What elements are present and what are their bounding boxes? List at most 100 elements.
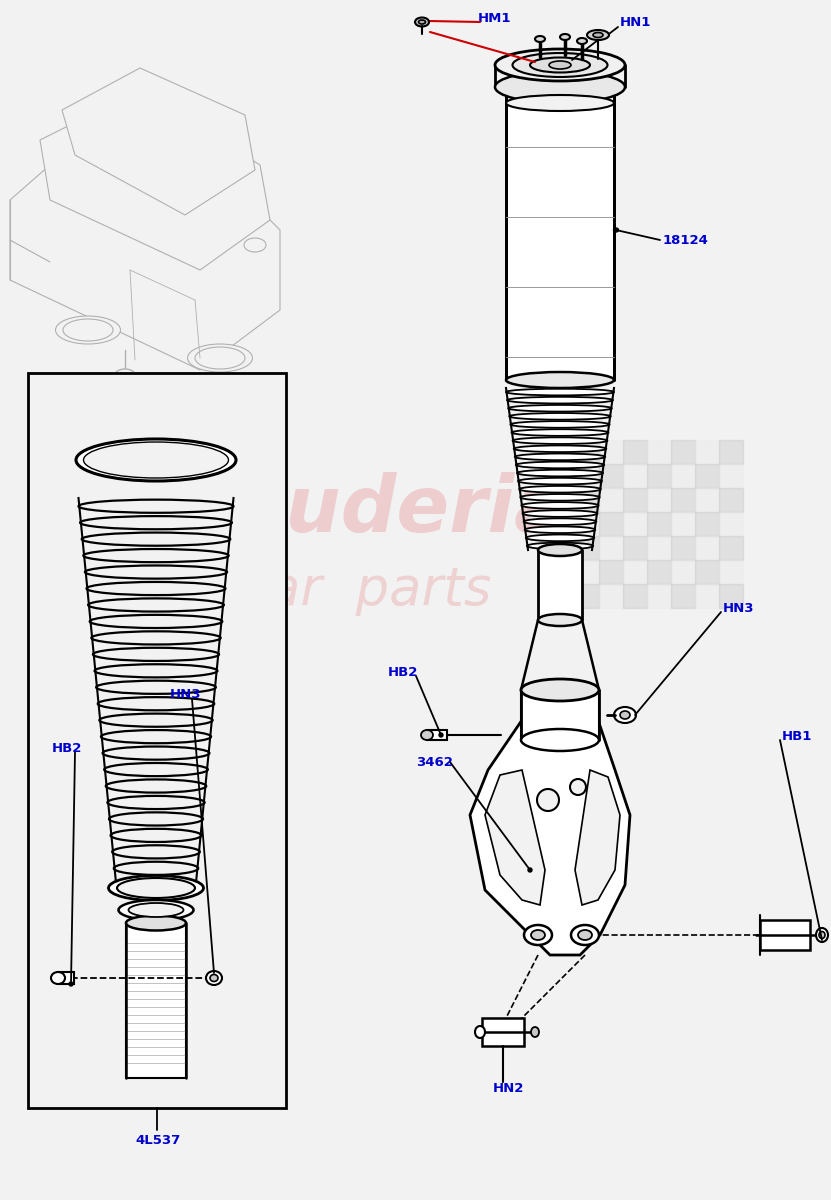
Ellipse shape <box>119 900 194 920</box>
Ellipse shape <box>91 631 221 644</box>
Ellipse shape <box>129 902 184 917</box>
Ellipse shape <box>537 790 559 811</box>
Bar <box>506 86 614 380</box>
Ellipse shape <box>521 728 599 751</box>
Ellipse shape <box>509 404 612 412</box>
Ellipse shape <box>538 614 582 626</box>
Bar <box>671 536 695 560</box>
Bar <box>695 488 719 512</box>
Ellipse shape <box>571 925 599 946</box>
Ellipse shape <box>63 319 113 341</box>
Ellipse shape <box>578 930 592 940</box>
Ellipse shape <box>506 95 614 110</box>
Text: 4L537: 4L537 <box>135 1134 180 1146</box>
Bar <box>695 536 719 560</box>
Ellipse shape <box>439 733 443 737</box>
Text: HM1: HM1 <box>478 12 512 24</box>
Ellipse shape <box>206 971 222 985</box>
Bar <box>695 464 719 488</box>
Text: HB1: HB1 <box>782 730 813 743</box>
Bar <box>599 464 623 488</box>
Ellipse shape <box>513 53 607 77</box>
Text: HN3: HN3 <box>170 689 201 702</box>
Ellipse shape <box>109 876 204 900</box>
Ellipse shape <box>117 390 133 400</box>
Bar <box>599 536 623 560</box>
Ellipse shape <box>614 707 636 722</box>
Ellipse shape <box>593 32 603 37</box>
Bar <box>719 536 743 560</box>
Bar <box>575 488 599 512</box>
Ellipse shape <box>517 469 603 476</box>
Ellipse shape <box>530 58 590 72</box>
Ellipse shape <box>524 527 595 533</box>
Ellipse shape <box>528 868 532 872</box>
Ellipse shape <box>90 614 222 628</box>
Ellipse shape <box>510 421 610 427</box>
Bar <box>671 560 695 584</box>
Bar <box>719 560 743 584</box>
Text: car  parts: car parts <box>238 564 491 616</box>
Ellipse shape <box>495 49 625 80</box>
Ellipse shape <box>419 20 425 24</box>
Ellipse shape <box>95 665 218 677</box>
Bar <box>126 923 186 1078</box>
Ellipse shape <box>531 1027 539 1037</box>
Ellipse shape <box>101 730 211 743</box>
Ellipse shape <box>620 710 630 719</box>
Ellipse shape <box>524 925 552 946</box>
Bar <box>695 560 719 584</box>
Bar <box>623 464 647 488</box>
Bar <box>695 440 719 464</box>
Bar <box>575 464 599 488</box>
Bar <box>599 440 623 464</box>
Bar <box>671 488 695 512</box>
Bar <box>623 536 647 560</box>
Text: HN3: HN3 <box>723 601 755 614</box>
Ellipse shape <box>104 763 208 776</box>
Ellipse shape <box>524 518 597 524</box>
Bar <box>521 690 599 740</box>
Bar <box>647 560 671 584</box>
Ellipse shape <box>519 486 601 492</box>
Ellipse shape <box>69 982 73 986</box>
Bar <box>719 440 743 464</box>
Ellipse shape <box>78 499 234 512</box>
Polygon shape <box>10 130 280 370</box>
Bar <box>760 920 810 950</box>
Bar <box>575 584 599 608</box>
Ellipse shape <box>520 494 600 500</box>
Bar <box>671 464 695 488</box>
Ellipse shape <box>114 862 199 875</box>
Ellipse shape <box>83 442 229 478</box>
Ellipse shape <box>56 316 120 344</box>
Ellipse shape <box>80 516 232 529</box>
Ellipse shape <box>106 780 206 793</box>
Bar <box>575 536 599 560</box>
Bar <box>575 512 599 536</box>
Ellipse shape <box>188 344 253 372</box>
Bar <box>647 440 671 464</box>
Text: HB2: HB2 <box>52 742 82 755</box>
Bar <box>719 584 743 608</box>
Bar <box>427 730 447 740</box>
Ellipse shape <box>527 542 593 550</box>
Ellipse shape <box>577 38 587 44</box>
Bar <box>599 584 623 608</box>
Ellipse shape <box>526 534 594 541</box>
Ellipse shape <box>96 680 216 694</box>
Ellipse shape <box>521 502 598 509</box>
Ellipse shape <box>81 533 230 546</box>
Bar <box>719 488 743 512</box>
Bar <box>623 488 647 512</box>
Polygon shape <box>485 770 545 905</box>
Bar <box>599 512 623 536</box>
Bar <box>623 584 647 608</box>
Ellipse shape <box>512 430 608 436</box>
Ellipse shape <box>107 796 204 809</box>
Text: 3462: 3462 <box>416 756 453 768</box>
Ellipse shape <box>86 582 225 595</box>
Ellipse shape <box>100 714 213 727</box>
Bar <box>58 972 74 984</box>
Bar <box>575 560 599 584</box>
